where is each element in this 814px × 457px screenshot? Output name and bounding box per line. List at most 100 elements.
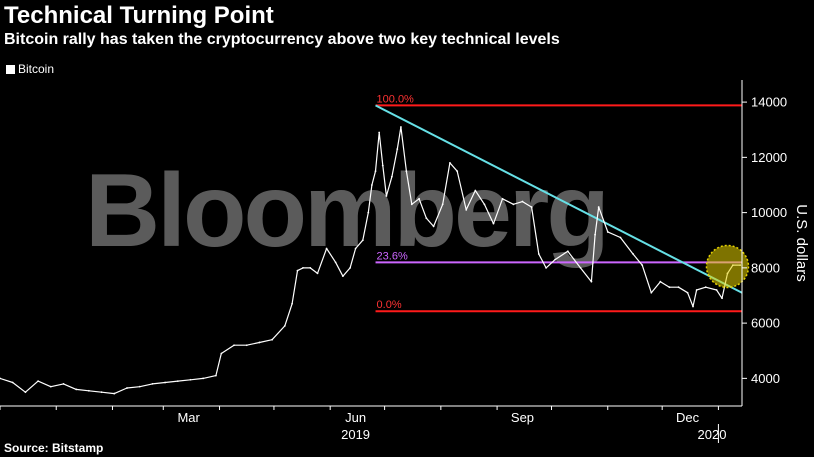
data-point xyxy=(465,208,468,211)
data-point xyxy=(594,233,596,236)
data-point xyxy=(501,197,504,200)
x-tick-label: Dec xyxy=(676,410,700,425)
trendline-group xyxy=(375,104,743,294)
data-point xyxy=(390,175,393,178)
data-point xyxy=(385,195,388,197)
data-point xyxy=(425,217,428,220)
data-point xyxy=(396,148,399,150)
data-point xyxy=(405,170,408,173)
data-point xyxy=(87,389,90,392)
legend-swatch-bitcoin xyxy=(6,64,15,74)
y-tick-label: 8000 xyxy=(751,260,780,275)
series-group xyxy=(0,126,742,395)
data-point xyxy=(367,211,370,214)
reference-line-label: 100.0% xyxy=(377,93,415,105)
data-point xyxy=(704,286,707,289)
data-point xyxy=(354,247,357,250)
data-point xyxy=(566,250,569,253)
chart-title: Technical Turning Point xyxy=(4,2,274,29)
trendline xyxy=(375,104,743,294)
data-point xyxy=(176,380,179,383)
data-point xyxy=(632,253,635,255)
data-point xyxy=(202,377,205,380)
data-point xyxy=(441,203,444,206)
data-point xyxy=(49,385,52,388)
chart-subtitle: Bitcoin rally has taken the cryptocurren… xyxy=(4,31,560,48)
data-point xyxy=(537,253,540,255)
data-point xyxy=(686,291,689,294)
data-point xyxy=(650,291,653,294)
data-point xyxy=(138,385,141,388)
x-tick-label: Jun xyxy=(345,410,366,425)
data-point xyxy=(668,286,671,289)
data-point xyxy=(400,126,402,128)
data-point xyxy=(410,203,413,206)
reference-line-label: 23.6% xyxy=(377,250,408,262)
data-point xyxy=(721,297,723,300)
y-tick-label: 6000 xyxy=(751,316,780,331)
data-point xyxy=(271,338,274,341)
data-point xyxy=(512,203,515,206)
y-tick-label: 14000 xyxy=(751,95,787,110)
data-point xyxy=(597,206,600,208)
data-point xyxy=(695,289,698,291)
data-point xyxy=(374,170,377,173)
data-point xyxy=(619,236,622,239)
data-point xyxy=(449,161,451,164)
source-note: Source: Bitstamp xyxy=(4,441,104,455)
data-point xyxy=(641,264,644,267)
data-point xyxy=(296,269,299,272)
data-point xyxy=(349,266,352,269)
data-point xyxy=(483,203,486,206)
x-year-label: 2020 xyxy=(698,427,727,442)
annotation-group xyxy=(705,244,750,289)
data-point xyxy=(189,378,192,381)
data-point xyxy=(164,381,166,384)
data-point xyxy=(245,344,248,347)
data-point xyxy=(659,280,662,283)
y-axis-label: U.S. dollars xyxy=(793,204,810,282)
data-point xyxy=(579,266,582,269)
data-point xyxy=(11,381,14,384)
highlight-circle xyxy=(705,244,750,289)
data-point xyxy=(75,388,78,391)
data-point xyxy=(24,391,27,394)
data-point xyxy=(606,231,609,233)
data-point xyxy=(432,225,435,228)
data-point xyxy=(151,382,154,385)
data-point xyxy=(341,275,344,278)
data-point xyxy=(220,352,223,355)
data-point xyxy=(715,289,718,291)
data-point xyxy=(371,184,373,186)
data-point xyxy=(37,380,39,383)
x-tick-label: Mar xyxy=(177,410,200,425)
data-point xyxy=(0,377,1,380)
axes: 4000 6000 8000 10000 12000 14000 U.S. dollars M… xyxy=(0,80,810,443)
x-year-label: 2019 xyxy=(341,427,370,442)
y-tick-label: 4000 xyxy=(751,371,780,386)
data-point xyxy=(590,280,593,283)
data-point xyxy=(378,131,381,134)
data-point xyxy=(302,266,304,269)
data-point xyxy=(291,302,293,305)
data-point xyxy=(492,222,495,225)
data-point xyxy=(233,344,235,347)
data-point xyxy=(677,286,680,289)
data-point xyxy=(692,305,694,308)
data-point xyxy=(334,261,337,264)
y-tick-label: 10000 xyxy=(751,205,787,220)
data-point xyxy=(309,266,312,269)
data-point xyxy=(316,272,319,275)
x-tick-label: Sep xyxy=(511,410,534,425)
data-point xyxy=(456,170,459,173)
data-point xyxy=(100,391,103,394)
data-point xyxy=(214,374,217,377)
data-point xyxy=(126,387,128,389)
data-point xyxy=(361,239,364,242)
watermark-text: Bloomberg xyxy=(85,153,607,269)
y-tick-label: 12000 xyxy=(751,150,787,165)
data-point xyxy=(545,266,547,269)
data-point xyxy=(258,341,261,344)
data-point xyxy=(530,206,533,208)
